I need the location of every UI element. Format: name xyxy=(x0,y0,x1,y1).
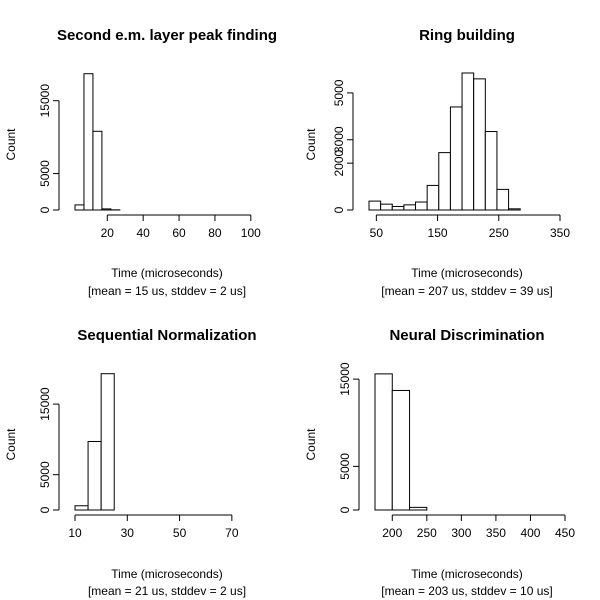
x-tick-label: 300 xyxy=(451,526,471,540)
histogram-bar xyxy=(426,184,440,211)
histogram-bar xyxy=(368,200,382,211)
x-tick-label: 250 xyxy=(489,226,509,240)
y-axis-label: Count xyxy=(304,428,318,461)
x-tick-label: 200 xyxy=(382,526,402,540)
x-tick-label: 450 xyxy=(555,526,575,540)
x-tick-label: 40 xyxy=(136,226,150,240)
histogram-bar xyxy=(100,373,115,511)
chart-title: Sequential Normalization xyxy=(77,327,256,344)
x-tick-label: 10 xyxy=(68,526,82,540)
summary-stats-label: [mean = 203 us, stddev = 10 us] xyxy=(381,584,552,598)
y-tick-label: 15000 xyxy=(338,362,352,396)
histogram-bar xyxy=(74,204,85,211)
histogram-bar xyxy=(87,441,102,511)
x-tick-label: 250 xyxy=(417,526,437,540)
y-axis-label: Count xyxy=(4,128,18,161)
chart-title: Neural Discrimination xyxy=(389,327,544,344)
y-tick-label: 5000 xyxy=(38,160,52,187)
histogram-bar xyxy=(415,201,428,211)
histogram-bar xyxy=(484,131,498,211)
y-axis-label: Count xyxy=(304,128,318,161)
histogram-bar xyxy=(409,506,428,511)
histogram-bar xyxy=(380,203,393,211)
histogram-bar xyxy=(461,72,475,211)
x-tick-label: 150 xyxy=(428,226,448,240)
y-tick-label: 0 xyxy=(38,506,52,513)
x-axis-label: Time (microseconds) xyxy=(411,266,523,280)
x-tick-label: 30 xyxy=(121,526,135,540)
histogram-bar xyxy=(101,208,112,211)
histogram-bar xyxy=(473,78,486,211)
histogram-bar xyxy=(74,505,89,511)
y-tick-label: 5000 xyxy=(38,461,52,488)
histogram-bar xyxy=(391,389,411,511)
summary-stats-label: [mean = 15 us, stddev = 2 us] xyxy=(88,284,246,298)
histogram-bar xyxy=(92,130,103,211)
x-tick-label: 50 xyxy=(370,226,384,240)
x-tick-label: 70 xyxy=(225,526,239,540)
y-tick-label: 0 xyxy=(38,206,52,213)
y-tick-label: 5000 xyxy=(338,453,352,480)
histogram-bar xyxy=(508,208,521,211)
x-tick-label: 400 xyxy=(520,526,540,540)
x-tick-label: 350 xyxy=(486,526,506,540)
y-tick-label: 15000 xyxy=(38,387,52,421)
x-tick-label: 50 xyxy=(173,526,187,540)
x-tick-label: 60 xyxy=(172,226,186,240)
chart-title: Second e.m. layer peak finding xyxy=(57,27,277,44)
histogram-bar xyxy=(449,106,463,211)
x-tick-label: 80 xyxy=(208,226,222,240)
y-tick-label: 0 xyxy=(338,506,352,513)
histogram-bar xyxy=(83,73,94,211)
histogram-bar xyxy=(496,188,510,211)
histogram-bar xyxy=(438,152,451,211)
x-tick-label: 100 xyxy=(241,226,261,240)
summary-stats-label: [mean = 21 us, stddev = 2 us] xyxy=(88,584,246,598)
y-tick-label: 0 xyxy=(332,206,346,213)
summary-stats-label: [mean = 207 us, stddev = 39 us] xyxy=(381,284,552,298)
y-tick-label: 5000 xyxy=(332,79,346,106)
x-axis-label: Time (microseconds) xyxy=(111,567,223,581)
x-axis-label: Time (microseconds) xyxy=(411,567,523,581)
histogram-bar xyxy=(374,373,393,511)
histogram-bar xyxy=(391,205,405,211)
y-tick-label: 2000 xyxy=(332,149,346,176)
y-tick-label: 3000 xyxy=(332,126,346,153)
histogram-bar xyxy=(403,204,417,211)
x-tick-label: 350 xyxy=(550,226,570,240)
x-axis-label: Time (microseconds) xyxy=(111,266,223,280)
y-axis-label: Count xyxy=(4,428,18,461)
x-tick-label: 20 xyxy=(101,226,115,240)
y-tick-label: 15000 xyxy=(38,84,52,118)
chart-title: Ring building xyxy=(419,27,515,44)
